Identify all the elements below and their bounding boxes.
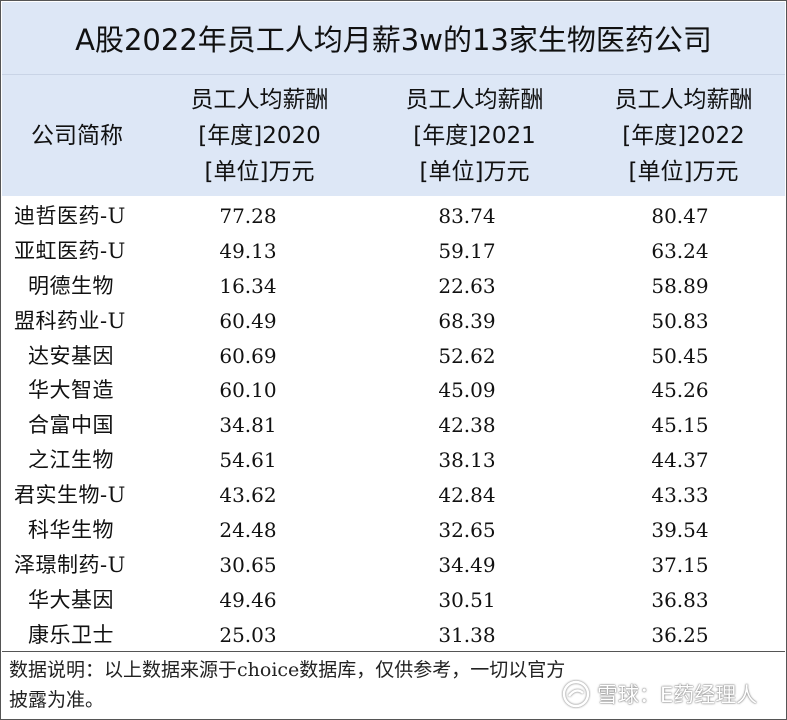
salary-2021: 45.09 [438,378,496,403]
footer-divider [2,651,785,652]
salary-2021: 32.65 [438,518,496,543]
company-name: 泽璟制药-U [14,552,126,577]
salary-2022: 43.33 [651,483,709,508]
table-row: 华大基因 49.46 30.51 36.83 [2,583,785,618]
salary-2022: 63.24 [651,238,709,263]
salary-2020: 60.49 [219,308,277,333]
header-2020-line1: 员工人均薪酬 [190,86,329,113]
watermark-text: 雪球：E药经理人 [597,683,758,707]
salary-2022: 50.83 [651,308,709,333]
table-row: 达安基因 60.69 52.62 50.45 [2,339,785,374]
salary-2020: 49.46 [219,587,277,612]
table-row: 明德生物 16.34 22.63 58.89 [2,269,785,304]
company-name: 君实生物-U [14,483,126,508]
salary-2021: 38.13 [438,448,496,473]
header-2021-line2: [年度]2021 [413,122,536,149]
table-row: 合富中国 34.81 42.38 45.15 [2,408,785,443]
salary-2022: 45.26 [651,378,709,403]
salary-2021: 42.84 [438,483,496,508]
salary-2021: 34.49 [438,552,496,577]
table-header: 公司简称 员工人均薪酬 [年度]2020 [单位]万元 员工人均薪酬 [年度]2… [2,75,785,196]
header-2020: 员工人均薪酬 [年度]2020 [单位]万元 [152,75,367,196]
salary-2021: 42.38 [438,413,496,438]
header-2022-line2: [年度]2022 [622,122,745,149]
salary-2022: 39.54 [651,518,709,543]
salary-2020: 30.65 [219,552,277,577]
company-name: 亚虹医药-U [14,238,126,263]
salary-2022: 45.15 [651,413,709,438]
table-row: 盟科药业-U 60.49 68.39 50.83 [2,304,785,339]
table-row: 华大智造 60.10 45.09 45.26 [2,373,785,408]
company-name: 康乐卫士 [28,622,114,647]
salary-2021: 59.17 [438,238,496,263]
header-2020-line2: [年度]2020 [198,122,321,149]
header-2021-line1: 员工人均薪酬 [405,86,544,113]
header-2021: 员工人均薪酬 [年度]2021 [单位]万元 [367,75,582,196]
company-name: 华大基因 [28,587,114,612]
salary-2020: 43.62 [219,483,277,508]
company-name: 迪哲医药-U [14,204,126,228]
header-company: 公司简称 [2,75,152,196]
table-row: 科华生物 24.48 32.65 39.54 [2,513,785,548]
header-2020-line3: [单位]万元 [204,158,315,185]
company-name: 科华生物 [28,518,114,543]
salary-2021: 22.63 [438,273,496,298]
table-row: 君实生物-U 43.62 42.84 43.33 [2,478,785,513]
table-body: 迪哲医药-U 77.28 83.74 80.47 亚虹医药-U 49.13 59… [2,199,785,653]
salary-2020: 77.28 [219,204,277,228]
company-name: 之江生物 [28,448,114,473]
salary-2021: 68.39 [438,308,496,333]
snowball-logo-icon [562,680,590,708]
salary-2021: 31.38 [438,622,496,647]
table-row: 康乐卫士 25.03 31.38 36.25 [2,618,785,653]
company-name: 明德生物 [28,273,114,298]
table-title: A股2022年员工人均月薪3w的13家生物医药公司 [2,2,785,75]
salary-2020: 24.48 [219,518,277,543]
table-row: 泽璟制药-U 30.65 34.49 37.15 [2,548,785,583]
salary-2020: 34.81 [219,413,277,438]
data-note: 数据说明：以上数据来源于choice数据库，仅供参考，一切以官方披露为准。 [9,659,566,711]
table-row: 之江生物 54.61 38.13 44.37 [2,443,785,478]
company-name: 盟科药业-U [14,308,126,333]
company-name: 华大智造 [28,378,114,403]
header-2022-line1: 员工人均薪酬 [614,86,753,113]
salary-2020: 16.34 [219,273,277,298]
salary-2021: 83.74 [438,204,496,228]
company-name: 合富中国 [28,413,114,438]
table-row: 亚虹医药-U 49.13 59.17 63.24 [2,234,785,269]
header-company-label: 公司简称 [31,122,123,149]
salary-2022: 36.25 [651,622,709,647]
header-2022-line3: [单位]万元 [628,158,739,185]
salary-2022: 44.37 [651,448,709,473]
salary-2022: 50.45 [651,343,709,368]
salary-2022: 36.83 [651,587,709,612]
salary-2021: 52.62 [438,343,496,368]
watermark: 雪球：E药经理人 [561,679,757,709]
salary-2020: 54.61 [219,448,277,473]
salary-2020: 60.69 [219,343,277,368]
salary-2022: 80.47 [651,204,709,228]
salary-2022: 37.15 [651,552,709,577]
salary-2020: 60.10 [219,378,277,403]
table-row: 迪哲医药-U 77.28 83.74 80.47 [2,199,785,234]
company-name: 达安基因 [28,343,114,368]
header-2022: 员工人均薪酬 [年度]2022 [单位]万元 [582,75,785,196]
salary-2020: 49.13 [219,238,277,263]
header-2021-line3: [单位]万元 [419,158,530,185]
salary-2021: 30.51 [438,587,496,612]
salary-2022: 58.89 [651,273,709,298]
salary-2020: 25.03 [219,622,277,647]
